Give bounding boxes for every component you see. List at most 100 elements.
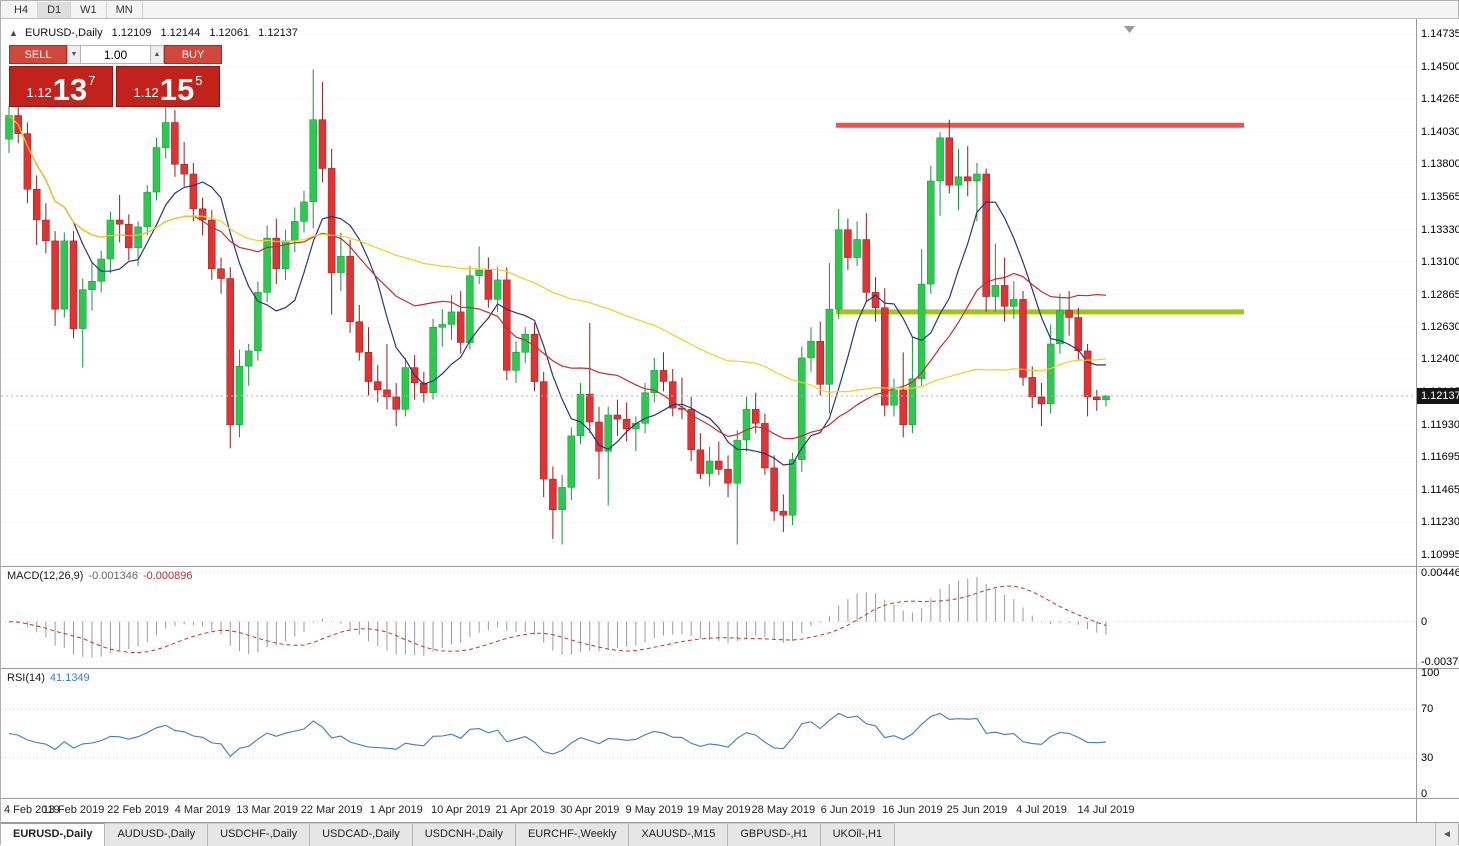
buy-button[interactable]: BUY (164, 45, 222, 64)
one-click-trading-panel: SELL ▼ ▲ BUY 1.12 13 7 1.12 15 5 (9, 45, 222, 107)
date-axis-label: 1 Apr 2019 (369, 804, 423, 816)
chart-tab-audusd[interactable]: AUDUSD-,Daily (105, 823, 209, 846)
price-scale-label: 1.14030 (1421, 126, 1459, 139)
rsi-canvas[interactable] (1, 669, 1416, 798)
date-axis-label: 28 May 2019 (751, 804, 816, 816)
date-axis-label: 9 May 2019 (625, 804, 684, 816)
date-axis-label: 22 Mar 2019 (300, 804, 363, 816)
macd-label: MACD(12,26,9) -0.001346 -0.000896 (7, 570, 193, 582)
volume-input[interactable] (81, 45, 150, 64)
grid-layer (1, 33, 1416, 556)
current-price-badge: 1.12137 (1417, 387, 1459, 404)
chart-tab-xauusd[interactable]: XAUUSD-,M15 (629, 823, 729, 846)
price-scale-label: 1.11930 (1421, 418, 1459, 431)
price-scale-label: 1.13800 (1421, 158, 1459, 171)
chart-tab-eurchf[interactable]: EURCHF-,Weekly (515, 823, 630, 846)
price-scale[interactable]: 1.14735 1.14500 1.14265 1.14030 1.13800 1.135… (1416, 19, 1459, 822)
chart-shift-marker[interactable] (1124, 26, 1135, 33)
chart-tab-usdcnh[interactable]: USDCNH-,Daily (412, 823, 516, 846)
chart-tab-gbpusd[interactable]: GBPUSD-,H1 (728, 823, 821, 846)
date-axis-label: 16 Jun 2019 (882, 804, 943, 816)
macd-scale-label: -0.003715 (1421, 656, 1459, 668)
price-scale-label: 1.11465 (1421, 483, 1459, 496)
ohlc-low-value: 1.12061 (209, 27, 250, 39)
price-scale-label: 1.13100 (1421, 255, 1459, 268)
collapse-arrow-icon[interactable]: ▲ (9, 28, 18, 38)
macd-name: MACD(12,26,9) (7, 570, 84, 582)
date-axis[interactable]: 4 Feb 2019 13 Feb 2019 22 Feb 2019 4 Mar 20… (1, 798, 1416, 822)
date-axis-label: 4 Mar 2019 (174, 804, 231, 816)
date-axis-label: 4 Feb 2019 (4, 804, 60, 816)
date-axis-label: 22 Feb 2019 (107, 804, 169, 816)
chart-tab-ukoil[interactable]: UKOil-,H1 (820, 823, 896, 846)
rsi-value: 41.1349 (49, 672, 90, 684)
ohlc-high-value: 1.12144 (160, 27, 201, 39)
ask-pipette-digit: 5 (195, 73, 203, 88)
chart-tab-usdcad[interactable]: USDCAD-,Daily (310, 823, 413, 846)
price-scale-label: 1.14735 (1421, 28, 1459, 40)
bid-pipette-digit: 7 (88, 73, 96, 88)
price-scale-label: 1.12865 (1421, 288, 1459, 301)
timeframe-button-w1[interactable]: W1 (71, 1, 107, 18)
rsi-line (8, 712, 1107, 758)
main-chart-panel: ▲ EURUSD-,Daily 1.12109 1.12144 1.12061 … (1, 19, 1416, 566)
rsi-scale-label: 0 (1421, 788, 1428, 800)
timeframe-button-mn[interactable]: MN (107, 1, 143, 18)
price-scale-label: 1.10995 (1421, 549, 1459, 561)
candles-layer (5, 69, 1110, 545)
price-scale-label: 1.13565 (1421, 190, 1459, 203)
macd-signal-value: -0.000896 (142, 570, 193, 582)
ask-integer-digits: 1.12 (133, 85, 159, 100)
one-click-controls-row: SELL ▼ ▲ BUY (9, 45, 222, 64)
rsi-scale-label: 100 (1421, 667, 1440, 679)
scale-separator (1417, 566, 1459, 567)
volume-decrease-button[interactable]: ▼ (67, 45, 81, 64)
bid-integer-digits: 1.12 (26, 85, 52, 100)
price-scale-label: 1.14500 (1421, 60, 1459, 73)
buy-price-button[interactable]: 1.12 15 5 (116, 66, 220, 107)
price-scale-label: 1.14265 (1421, 93, 1459, 106)
rsi-label: RSI(14) 41.1349 (7, 672, 90, 684)
chart-tab-bar: EURUSD-,Daily AUDUSD-,Daily USDCHF-,Daily U… (1, 822, 1458, 846)
macd-scale-label: 0.004465 (1421, 567, 1459, 579)
date-axis-label: 6 Jun 2019 (820, 804, 876, 816)
chart-ohlc-header: ▲ EURUSD-,Daily 1.12109 1.12144 1.12061 … (9, 27, 298, 39)
price-scale-label: 1.12630 (1421, 321, 1459, 334)
ma-8-line (8, 115, 1107, 466)
rsi-name: RSI(14) (7, 672, 45, 684)
rsi-scale-label: 70 (1421, 703, 1434, 716)
bid-big-digits: 13 (52, 71, 88, 107)
tab-scroll-left-button[interactable]: ◄ (1435, 823, 1458, 846)
sell-price-button[interactable]: 1.12 13 7 (9, 66, 113, 107)
rsi-scale-label: 30 (1421, 751, 1434, 764)
sell-button[interactable]: SELL (9, 45, 67, 64)
macd-scale-label: 0 (1421, 615, 1428, 628)
macd-histogram (17, 576, 1107, 658)
date-axis-label: 30 Apr 2019 (560, 804, 620, 816)
timeframe-button-d1[interactable]: D1 (38, 1, 72, 18)
timeframe-button-h4[interactable]: H4 (5, 1, 39, 18)
date-axis-label: 14 Jul 2019 (1077, 804, 1135, 816)
macd-signal-line (8, 585, 1107, 654)
chart-tab-usdchf[interactable]: USDCHF-,Daily (208, 823, 311, 846)
macd-canvas[interactable] (1, 567, 1416, 668)
chart-tab-eurusd[interactable]: EURUSD-,Daily (1, 823, 106, 846)
price-scale-label: 1.12400 (1421, 353, 1459, 366)
date-axis-label: 13 Feb 2019 (42, 804, 105, 816)
volume-increase-button[interactable]: ▲ (150, 45, 164, 64)
price-chart-canvas[interactable] (1, 19, 1416, 566)
price-scale-label: 1.11695 (1421, 451, 1459, 464)
macd-main-value: -0.001346 (88, 570, 138, 582)
ohlc-close-value: 1.12137 (258, 27, 298, 39)
date-axis-label: 21 Apr 2019 (495, 804, 555, 816)
price-scale-label: 1.13330 (1421, 223, 1459, 236)
scale-separator (1417, 798, 1459, 799)
rsi-indicator-panel: RSI(14) 41.1349 (1, 668, 1416, 798)
scale-separator (1417, 668, 1459, 669)
date-axis-label: 4 Jul 2019 (1016, 804, 1067, 816)
timeframe-toolbar: H4 D1 W1 MN (1, 1, 1458, 19)
ma-55-line (8, 115, 1107, 393)
ask-big-digits: 15 (159, 71, 195, 107)
date-axis-label: 10 Apr 2019 (431, 804, 491, 816)
